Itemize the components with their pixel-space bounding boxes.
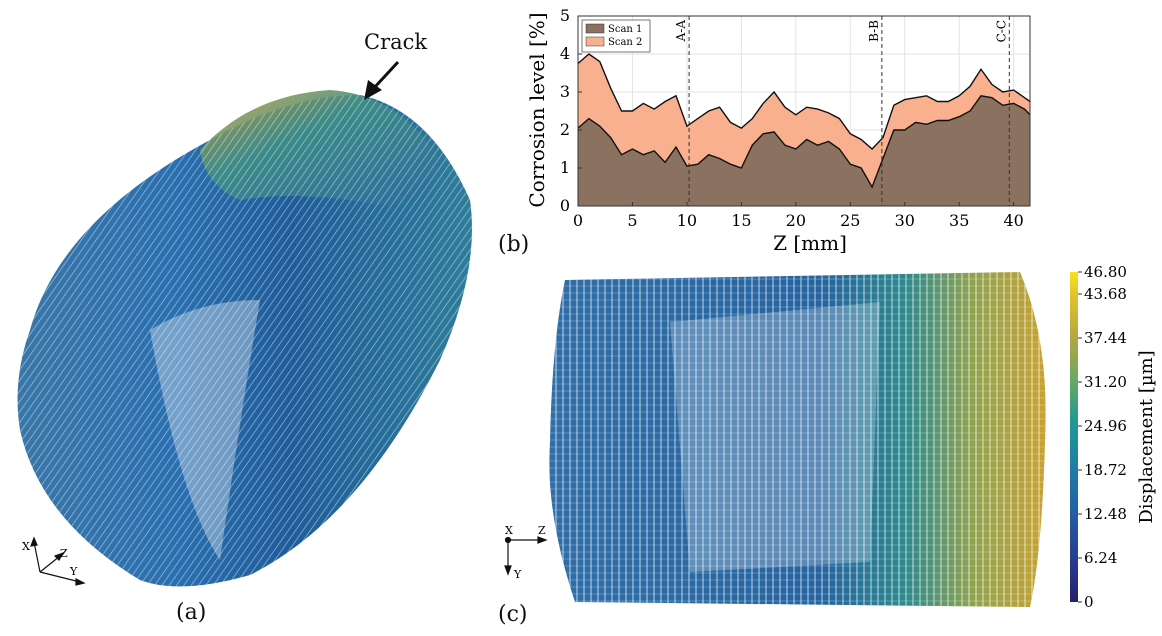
- x-tick-label: 5: [627, 211, 637, 230]
- line-scan-1: [577, 95, 1031, 189]
- x-tick-label: 15: [731, 211, 751, 230]
- panel-label-a: (a): [176, 600, 207, 625]
- x-tick-label: 30: [895, 211, 915, 230]
- chart-lines: [577, 53, 1031, 189]
- y-tick-label: 2: [560, 120, 570, 139]
- y-tick-label: 0: [560, 196, 570, 215]
- legend-label: Scan 2: [608, 37, 642, 48]
- chart-section-markers: A-A B-B C-C: [674, 16, 1010, 206]
- plot-frame: [577, 15, 1031, 207]
- line-scan-2: [577, 53, 1031, 150]
- x-tick-label: 25: [840, 211, 860, 230]
- triad-c-z: Z: [538, 524, 546, 537]
- area-scan-1: [578, 95, 1030, 206]
- legend-swatch: [585, 23, 605, 34]
- triad-a-z: Z: [60, 547, 68, 560]
- colorbar-ticks: 46.80 43.68 37.44 31.20 24.96 18.72 12.48 6.24 0: [1078, 263, 1127, 611]
- light-streak: [150, 300, 260, 560]
- colorbar-tick-label: 31.20: [1084, 373, 1127, 391]
- chart-axes: [577, 15, 1031, 207]
- colorbar-tick-label: 43.68: [1084, 285, 1127, 303]
- colorbar: 46.80 43.68 37.44 31.20 24.96 18.72 12.48 6.24 0…: [1070, 263, 1157, 611]
- y-tick-label: 4: [560, 44, 570, 63]
- chart-areas: [578, 54, 1030, 206]
- x-tick-label: 40: [1003, 211, 1023, 230]
- axes-triad-a: [30, 536, 86, 586]
- colorbar-tick-label: 18.72: [1084, 461, 1127, 479]
- x-tick-label: 10: [677, 211, 697, 230]
- axes-triad-c: [504, 536, 548, 576]
- light-band-c: [670, 302, 880, 572]
- chart-tick-labels: 0 5 10 15 20 25 30 35 40 0 1 2 3 4 5: [560, 6, 1024, 230]
- legend-swatch: [585, 36, 605, 47]
- triad-a-y: Y: [69, 565, 78, 578]
- specimen-hatching: [549, 272, 1046, 607]
- x-tick-label: 0: [573, 211, 583, 230]
- colorbar-tick-label: 46.80: [1084, 263, 1127, 281]
- colorbar-tick-label: 12.48: [1084, 505, 1127, 523]
- y-tick-label: 1: [560, 158, 570, 177]
- legend-label: Scan 1: [608, 24, 642, 35]
- colorbar-tick-label: 24.96: [1084, 417, 1127, 435]
- x-axis-label: Z [mm]: [773, 231, 847, 255]
- y-tick-label: 3: [560, 82, 570, 101]
- x-tick-label: 20: [786, 211, 806, 230]
- section-label: A-A: [674, 20, 688, 43]
- chart-legend: Scan 1 Scan 2: [581, 19, 651, 53]
- y-tick-label: 5: [560, 6, 570, 25]
- cylinder-hatching: [17, 95, 473, 587]
- triad-a-x: X: [22, 540, 30, 553]
- crack-annotation: Crack: [364, 30, 428, 54]
- panel-label-c: (c): [498, 602, 528, 627]
- y-axis-label: Corrosion level [%]: [525, 12, 549, 207]
- colorbar-gradient: [1070, 272, 1078, 602]
- panel-label-b: (b): [498, 232, 530, 257]
- triad-c-x: X: [505, 524, 513, 537]
- panel-a-3d-displacement-field: X Z Y: [17, 60, 473, 587]
- colorbar-label: Displacement [µm]: [1136, 350, 1157, 523]
- colorbar-tick-label: 6.24: [1084, 549, 1117, 567]
- panel-c-2d-displacement-field: X Z Y: [504, 272, 1046, 607]
- x-tick-label: 35: [949, 211, 969, 230]
- colorbar-tick-label: 37.44: [1084, 329, 1127, 347]
- section-label: C-C: [994, 20, 1008, 42]
- crack-arrow: [364, 60, 400, 100]
- colorbar-tick-label: 0: [1084, 593, 1094, 611]
- section-label: B-B: [867, 20, 881, 42]
- triad-c-y: Y: [513, 568, 522, 581]
- panel-b-corrosion-chart: A-A B-B C-C 0 5 10 15 20 25 30 35 40 0 1 2 3 4 5 Corrosi…: [525, 6, 1031, 255]
